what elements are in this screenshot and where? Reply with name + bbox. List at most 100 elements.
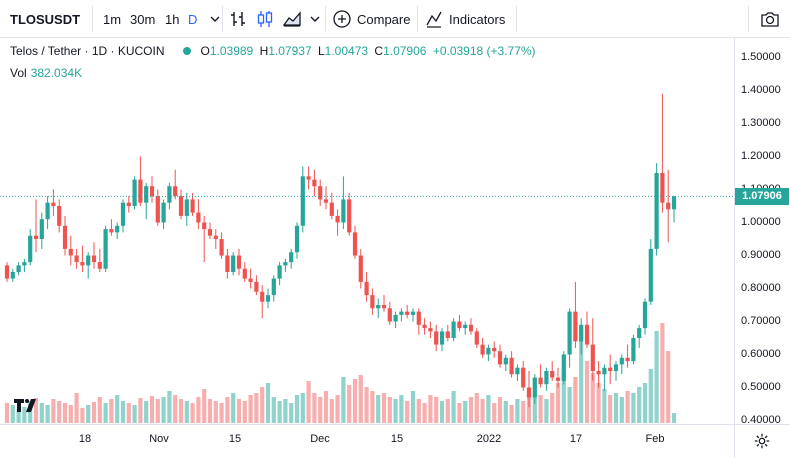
compare-plus-icon[interactable] bbox=[332, 9, 352, 29]
candle bbox=[97, 248, 102, 272]
candle-body bbox=[596, 371, 601, 375]
price-tick-label: 0.80000 bbox=[741, 281, 781, 294]
candle-body bbox=[492, 347, 497, 352]
volume-bar bbox=[352, 379, 358, 423]
volume-bar bbox=[341, 377, 346, 423]
volume-bar bbox=[671, 413, 677, 423]
candle bbox=[161, 199, 166, 230]
volume-bar bbox=[323, 391, 329, 423]
candle bbox=[260, 285, 265, 319]
settings-gear-icon[interactable] bbox=[753, 432, 771, 450]
candle bbox=[393, 311, 398, 329]
candlestick-chart[interactable] bbox=[0, 38, 734, 424]
candles-style-icon[interactable] bbox=[255, 9, 275, 29]
candle bbox=[579, 318, 584, 355]
compare-button[interactable]: Compare bbox=[357, 11, 411, 27]
candle bbox=[480, 338, 485, 358]
interval-1h-button[interactable]: 1h bbox=[165, 11, 180, 27]
candle-body bbox=[625, 357, 630, 362]
candle bbox=[167, 182, 172, 210]
volume-bar bbox=[173, 395, 178, 423]
volume-bar bbox=[631, 393, 636, 423]
candle-body bbox=[33, 235, 39, 239]
indicators-icon[interactable] bbox=[424, 9, 444, 29]
candle bbox=[80, 245, 85, 272]
interval-1m-button[interactable]: 1m bbox=[103, 11, 122, 27]
interval-30m-button[interactable]: 30m bbox=[130, 11, 156, 27]
volume-bar bbox=[260, 387, 265, 423]
candle bbox=[376, 298, 381, 319]
candle-body bbox=[242, 268, 247, 279]
volume-bar bbox=[399, 395, 404, 423]
candle bbox=[521, 361, 526, 391]
volume-bar bbox=[584, 361, 590, 423]
volume-bar bbox=[120, 401, 126, 423]
volume-bar bbox=[306, 381, 311, 423]
candle-body bbox=[207, 229, 213, 236]
time-tick-label: 15 bbox=[390, 433, 404, 445]
volume-bar bbox=[544, 399, 549, 423]
candle bbox=[323, 186, 329, 210]
candle-body bbox=[103, 229, 108, 269]
volume-bar bbox=[300, 393, 305, 423]
candle-body bbox=[161, 202, 166, 223]
chevron-down-icon[interactable] bbox=[305, 9, 325, 29]
candle bbox=[335, 209, 340, 236]
volume-series bbox=[4, 323, 677, 423]
candle-body bbox=[631, 338, 636, 362]
axis-corner bbox=[734, 424, 790, 458]
candle-body bbox=[480, 344, 485, 355]
volume-bar bbox=[80, 408, 85, 423]
ohlc-values: O1.03989 H1.07937 L1.00473 C1.07906 +0.0… bbox=[200, 44, 536, 58]
volume-bar bbox=[416, 399, 421, 423]
chevron-down-icon[interactable] bbox=[205, 9, 225, 29]
area-chart-style-icon[interactable] bbox=[282, 9, 302, 29]
indicators-button[interactable]: Indicators bbox=[449, 11, 506, 27]
top-toolbar: TLOSUSDT 1m 30m 1h D Compare Indicators bbox=[0, 0, 790, 38]
volume-bar bbox=[550, 393, 555, 423]
candle-body bbox=[10, 272, 15, 279]
toolbar-divider bbox=[222, 6, 223, 32]
candle bbox=[358, 248, 363, 289]
interval-d-button[interactable]: D bbox=[188, 11, 198, 27]
candle-body bbox=[126, 202, 131, 206]
candle-body bbox=[474, 331, 479, 345]
candle-body bbox=[323, 199, 329, 203]
time-axis[interactable]: 18 Nov 15 Dec 15 2022 17 Feb bbox=[0, 424, 734, 458]
tradingview-logo-icon[interactable] bbox=[14, 398, 40, 412]
price-tick-label: 0.70000 bbox=[741, 314, 781, 327]
volume-bar bbox=[184, 401, 189, 423]
candle bbox=[561, 351, 566, 385]
volume-bar bbox=[22, 407, 27, 423]
symbol-search-button[interactable]: TLOSUSDT bbox=[10, 11, 81, 27]
pair-title[interactable]: Telos / Tether · 1D · KUCOIN bbox=[10, 44, 165, 58]
candle-body bbox=[544, 371, 549, 385]
candle bbox=[445, 324, 450, 342]
volume-bar bbox=[445, 399, 450, 423]
candle bbox=[573, 281, 578, 348]
volume-bar bbox=[33, 398, 39, 423]
volume-bar bbox=[602, 389, 607, 423]
candle-body bbox=[22, 262, 27, 266]
volume-bar bbox=[405, 401, 410, 423]
volume-bar bbox=[231, 393, 236, 423]
price-axis[interactable]: 1.500001.400001.300001.200001.100001.000… bbox=[734, 38, 790, 426]
candle-body bbox=[370, 295, 375, 309]
toolbar-divider bbox=[516, 6, 517, 32]
volume-label: Vol bbox=[10, 66, 27, 80]
candle bbox=[173, 169, 178, 200]
candle-body bbox=[260, 291, 265, 302]
candle-body bbox=[584, 324, 590, 345]
candle-body bbox=[347, 199, 352, 233]
volume-bar bbox=[434, 397, 439, 423]
candle bbox=[666, 169, 671, 243]
volume-bar bbox=[155, 399, 160, 423]
bar-chart-style-icon[interactable] bbox=[229, 9, 249, 29]
chart-pane[interactable] bbox=[0, 38, 734, 424]
candle-body bbox=[236, 255, 242, 269]
candle bbox=[596, 361, 601, 388]
candle bbox=[387, 301, 392, 325]
camera-snapshot-icon[interactable] bbox=[760, 9, 780, 29]
candle bbox=[532, 374, 537, 404]
candle bbox=[648, 239, 653, 305]
